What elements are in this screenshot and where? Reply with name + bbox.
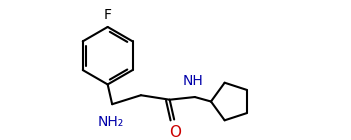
Text: NH₂: NH₂ [97,115,124,129]
Text: NH: NH [183,74,203,88]
Text: O: O [169,125,181,140]
Text: F: F [104,8,112,22]
